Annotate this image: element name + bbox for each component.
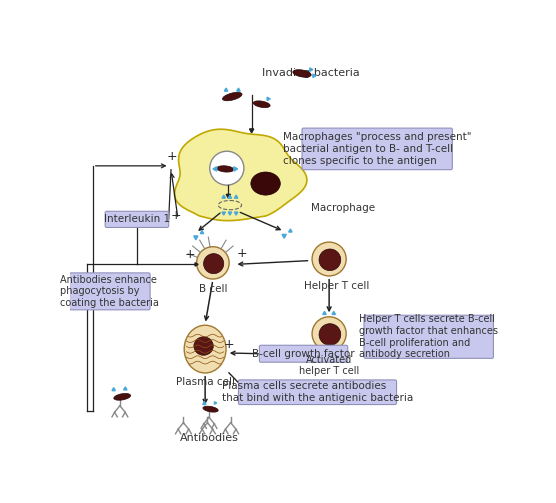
Ellipse shape (254, 101, 270, 108)
Polygon shape (234, 167, 237, 171)
Polygon shape (112, 388, 116, 391)
Polygon shape (224, 88, 228, 91)
Polygon shape (228, 195, 232, 198)
Polygon shape (282, 234, 286, 238)
Text: +: + (170, 209, 181, 222)
Text: Helper T cell: Helper T cell (304, 281, 370, 291)
Ellipse shape (194, 337, 214, 355)
Circle shape (312, 242, 346, 276)
Ellipse shape (217, 166, 234, 172)
Ellipse shape (222, 93, 242, 101)
Text: Plasma cell: Plasma cell (176, 377, 235, 387)
Polygon shape (267, 97, 270, 101)
Polygon shape (215, 402, 217, 404)
Polygon shape (202, 401, 206, 404)
FancyBboxPatch shape (239, 380, 396, 404)
Text: Interleukin 1: Interleukin 1 (104, 214, 170, 224)
Text: Plasma cells secrete antibodies
that bind with the antigenic bacteria: Plasma cells secrete antibodies that bin… (222, 381, 413, 403)
Polygon shape (222, 195, 225, 198)
Circle shape (203, 254, 224, 274)
FancyBboxPatch shape (364, 315, 493, 358)
Text: Macrophages "process and present"
bacterial antigen to B- and T-cell
clones spec: Macrophages "process and present" bacter… (283, 132, 471, 165)
Text: +: + (236, 246, 247, 260)
Text: +: + (224, 338, 234, 351)
Ellipse shape (203, 406, 218, 412)
FancyBboxPatch shape (302, 128, 453, 170)
Polygon shape (226, 194, 231, 198)
Polygon shape (222, 212, 225, 215)
Polygon shape (289, 229, 292, 232)
Polygon shape (228, 212, 232, 215)
Text: Macrophage: Macrophage (311, 203, 375, 213)
FancyBboxPatch shape (70, 273, 150, 310)
FancyBboxPatch shape (105, 211, 168, 227)
Text: Antibodies enhance
phagocytosis by
coating the bacteria: Antibodies enhance phagocytosis by coati… (61, 275, 159, 308)
Polygon shape (175, 129, 307, 221)
Text: Helper T cells secrete B-cell
growth factor that enhances
B-cell proliferation a: Helper T cells secrete B-cell growth fac… (359, 314, 498, 359)
Text: B cell: B cell (198, 284, 227, 294)
Ellipse shape (293, 70, 311, 77)
Polygon shape (310, 68, 313, 71)
Polygon shape (213, 167, 217, 171)
Text: Activated
helper T cell: Activated helper T cell (299, 355, 359, 376)
FancyBboxPatch shape (260, 345, 348, 362)
Text: Invading bacteria: Invading bacteria (262, 68, 359, 77)
Polygon shape (193, 236, 198, 240)
Ellipse shape (114, 393, 131, 400)
Circle shape (319, 249, 341, 271)
Polygon shape (123, 387, 127, 390)
Polygon shape (200, 230, 203, 233)
Text: +: + (166, 150, 177, 163)
Text: Antibodies: Antibodies (180, 433, 239, 443)
Circle shape (319, 324, 341, 345)
Polygon shape (235, 195, 238, 198)
Polygon shape (195, 263, 198, 266)
Circle shape (312, 317, 346, 351)
Ellipse shape (184, 325, 226, 373)
Polygon shape (237, 88, 240, 91)
Text: B-cell growth factor: B-cell growth factor (252, 349, 355, 359)
Circle shape (210, 151, 244, 185)
Polygon shape (250, 129, 254, 133)
Polygon shape (235, 212, 238, 215)
Polygon shape (323, 311, 326, 314)
Circle shape (197, 246, 229, 279)
Polygon shape (332, 311, 335, 314)
Text: +: + (185, 248, 196, 261)
Polygon shape (313, 74, 316, 77)
Ellipse shape (251, 172, 280, 195)
